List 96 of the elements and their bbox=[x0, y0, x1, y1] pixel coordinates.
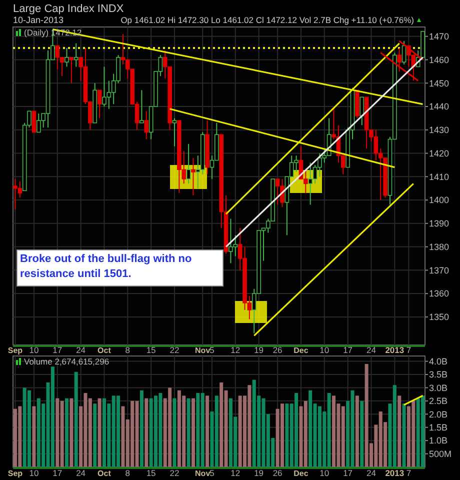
y-tick-label: 500M bbox=[429, 448, 452, 459]
x-tick-label: Nov bbox=[195, 469, 211, 478]
y-tick-label: 1430 bbox=[429, 125, 450, 136]
candlestick bbox=[308, 162, 313, 206]
x-tick-label: 22 bbox=[170, 345, 180, 355]
y-tick-label: 2.0B bbox=[429, 409, 448, 420]
x-tick-label: 10 bbox=[320, 468, 330, 478]
x-tick-label: 8 bbox=[125, 345, 130, 355]
candlestick bbox=[144, 110, 149, 140]
bar bbox=[332, 396, 336, 467]
x-tick-label: Dec bbox=[294, 346, 309, 355]
bar bbox=[398, 396, 402, 467]
candlestick bbox=[360, 96, 364, 126]
bar bbox=[402, 404, 406, 467]
x-tick-label: 24 bbox=[366, 345, 376, 355]
bar bbox=[65, 398, 69, 467]
y-tick-label: 1.5B bbox=[429, 422, 448, 433]
x-tick-label: 24 bbox=[76, 345, 86, 355]
x-tick-label: 5 bbox=[210, 345, 215, 355]
y-tick-label: 1390 bbox=[429, 218, 450, 229]
x-tick-label: 2013 bbox=[385, 345, 404, 355]
bar bbox=[191, 398, 195, 467]
y-tick-label: 1380 bbox=[429, 242, 450, 252]
x-tick-label: 24 bbox=[366, 468, 376, 478]
x-tick-label: 17 bbox=[52, 468, 62, 478]
bar bbox=[50, 366, 54, 467]
x-tick-label: 12 bbox=[230, 345, 240, 355]
x-tick-label: 15 bbox=[146, 345, 156, 355]
candlestick bbox=[186, 143, 191, 184]
x-tick-label: 8 bbox=[125, 468, 130, 478]
y-tick-label: 1.0B bbox=[429, 436, 448, 446]
y-tick-label: 1370 bbox=[429, 265, 450, 276]
bar bbox=[74, 372, 78, 467]
x-tick-label: Sep bbox=[8, 469, 23, 478]
x-tick-label: 5 bbox=[210, 468, 215, 478]
x-tick-label: 7 bbox=[406, 345, 412, 355]
x-tick-label: 7 bbox=[406, 468, 412, 478]
bar bbox=[32, 406, 36, 467]
x-tick-label: 17 bbox=[52, 345, 62, 355]
x-tick-label: Nov bbox=[195, 346, 211, 355]
y-tick-label: 2.5B bbox=[429, 396, 448, 406]
chart-subtitle: 10-Jan-2013 bbox=[13, 15, 64, 25]
y-tick-label: 1440 bbox=[429, 102, 450, 112]
bar bbox=[144, 398, 148, 467]
y-tick-label: 1450 bbox=[429, 78, 450, 88]
y-tick-label: 3.0B bbox=[429, 382, 448, 393]
x-tick-label: 22 bbox=[170, 468, 180, 478]
x-tick-label: 12 bbox=[230, 468, 240, 478]
x-tick-label: 15 bbox=[146, 468, 156, 478]
candlestick bbox=[97, 90, 102, 119]
y-tick-label: 1350 bbox=[429, 312, 450, 322]
x-tick-label: Oct bbox=[98, 469, 112, 478]
text: Op 1461.02 Hi 1472.30 Lo 1461.02 Cl 1472.12 Vol 2.7B Chg +11.10 (+0.76%) bbox=[120, 15, 414, 25]
bar bbox=[172, 398, 176, 467]
x-tick-label: 19 bbox=[254, 468, 264, 478]
bar bbox=[206, 396, 210, 467]
x-tick-label: 26 bbox=[272, 468, 283, 478]
annotation: Broke out of the bull-flag with no resistance until 1501. bbox=[20, 253, 192, 280]
bar bbox=[186, 398, 190, 467]
candlestick bbox=[140, 90, 144, 124]
y-tick-label: 1460 bbox=[429, 54, 450, 65]
x-tick-label: 24 bbox=[76, 468, 86, 478]
x-tick-label: 2013 bbox=[385, 468, 404, 478]
bar bbox=[355, 396, 359, 467]
bar bbox=[70, 398, 74, 467]
y-tick-label: 1420 bbox=[429, 148, 450, 158]
x-tick-label: 19 bbox=[254, 345, 264, 355]
y-tick-label: 4.0B bbox=[429, 356, 448, 366]
x-tick-label: 17 bbox=[343, 468, 353, 478]
candlestick bbox=[191, 157, 196, 196]
x-tick-label: 26 bbox=[272, 345, 283, 355]
y-tick-label: 1360 bbox=[429, 288, 450, 299]
bar bbox=[360, 400, 364, 467]
y-tick-label: 1470 bbox=[429, 32, 450, 42]
y-tick-label: 3.5B bbox=[429, 370, 448, 380]
candlestick bbox=[172, 118, 177, 147]
candlestick bbox=[74, 42, 78, 68]
x-tick-label: 10 bbox=[29, 468, 39, 478]
y-tick-label: 1400 bbox=[429, 195, 450, 206]
bar bbox=[140, 390, 144, 467]
candlestick bbox=[32, 110, 36, 133]
x-tick-label: Dec bbox=[294, 469, 309, 478]
annotation: Volume 2,674,615,296 bbox=[24, 356, 110, 366]
chart-title: Large Cap Index INDX bbox=[13, 3, 124, 15]
x-tick-label: 10 bbox=[29, 345, 39, 355]
x-tick-label: Sep bbox=[8, 346, 23, 355]
y-tick-label: 1410 bbox=[429, 172, 450, 182]
candlestick bbox=[55, 45, 60, 70]
candlestick bbox=[64, 48, 69, 68]
x-tick-label: Oct bbox=[98, 346, 112, 355]
bar bbox=[280, 404, 284, 467]
x-tick-label: 10 bbox=[320, 345, 330, 355]
candlestick bbox=[69, 56, 74, 84]
bar bbox=[93, 404, 97, 467]
x-tick-label: 17 bbox=[343, 345, 353, 355]
bar bbox=[98, 398, 102, 467]
